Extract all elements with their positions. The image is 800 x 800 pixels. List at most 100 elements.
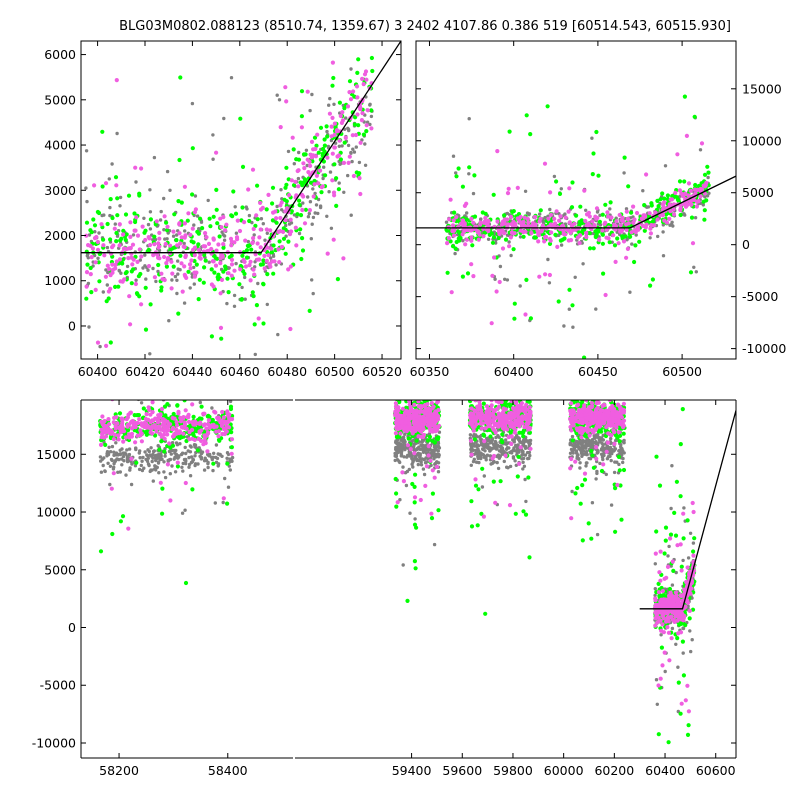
- top-right-point-pink: [451, 218, 456, 223]
- top-left-point-pink: [334, 129, 339, 134]
- top-left-point-green: [270, 201, 275, 206]
- top-left-point-green: [178, 75, 183, 80]
- top-left-point-pink: [293, 225, 298, 230]
- top-right-point-green: [587, 231, 592, 236]
- top-right-point-green: [456, 166, 461, 171]
- bottom-point-gray: [599, 448, 604, 452]
- top-right-point-green: [521, 234, 526, 239]
- top-left-point-pink: [95, 247, 101, 252]
- top-left-point-pink: [330, 115, 335, 120]
- bottom-point-gray: [520, 449, 525, 454]
- top-left-point-gray: [368, 122, 372, 127]
- top-left-point-gray: [101, 290, 106, 294]
- top-left-point-gray: [354, 145, 358, 149]
- top-left-point-gray: [277, 98, 282, 102]
- top-left-point-gray: [261, 222, 265, 226]
- top-left-point-pink: [251, 236, 256, 241]
- top-left-point-pink: [214, 248, 219, 253]
- top-right-point-green: [702, 172, 708, 177]
- bottom-point-gray: [183, 445, 187, 450]
- top-left-point-green: [355, 70, 360, 75]
- top-left-point-green: [123, 212, 129, 217]
- bottom-point-green: [120, 514, 126, 519]
- top-left-point-pink: [164, 261, 169, 266]
- top-left-point-gray: [292, 162, 296, 166]
- top-left-point-gray: [176, 272, 180, 276]
- bottom-point-gray: [411, 392, 414, 395]
- top-left-point-pink: [330, 60, 335, 65]
- bottom-point-green: [432, 440, 437, 445]
- top-left-point-green: [331, 75, 336, 81]
- top-left-point-pink: [258, 200, 263, 205]
- bottom-point-green: [427, 381, 431, 385]
- bottom-point-gray: [403, 471, 408, 475]
- bottom-point-gray: [436, 470, 441, 474]
- top-right-point-pink: [577, 240, 582, 246]
- top-left-point-pink: [110, 245, 115, 250]
- top-left-point-pink: [247, 263, 252, 268]
- bottom-point-gray: [151, 479, 155, 483]
- top-left-point-gray: [146, 222, 151, 227]
- top-left-point-green: [330, 83, 335, 88]
- bottom-point-gray: [127, 447, 132, 451]
- top-left-point-pink: [276, 229, 281, 234]
- top-left-point-green: [88, 265, 93, 271]
- top-left-point-green: [322, 137, 327, 142]
- bottom-point-gray: [474, 451, 478, 455]
- top-left-point-green: [84, 220, 90, 225]
- top-left-point-pink: [343, 135, 348, 140]
- bottom-point-gray: [177, 454, 181, 458]
- top-right-point-pink: [542, 239, 547, 244]
- top-right-point-pink: [548, 222, 554, 227]
- top-right-point-pink: [690, 241, 696, 246]
- bottom-point-green: [477, 294, 481, 298]
- top-right-point-gray: [663, 164, 668, 168]
- bottom-point-gray: [116, 470, 120, 474]
- top-left-point-pink: [286, 267, 291, 272]
- top-right-point-gray: [505, 278, 510, 282]
- top-right-point-pink: [684, 133, 690, 138]
- bottom-point-green: [528, 322, 532, 326]
- top-left-point-gray: [142, 216, 146, 220]
- bottom-point-gray: [179, 452, 184, 457]
- top-right-point-pink: [465, 228, 470, 233]
- bottom-point-gray: [137, 388, 140, 391]
- bottom-point-gray: [497, 449, 502, 453]
- bottom-point-green: [507, 402, 512, 407]
- top-left-point-gray: [104, 268, 108, 272]
- top-right-point-green: [512, 301, 517, 306]
- bottom-point-green: [197, 394, 201, 398]
- top-right-point-pink: [671, 212, 677, 217]
- bottom-point-green: [517, 391, 521, 395]
- top-left-point-pink: [154, 219, 159, 224]
- top-left-point-pink: [237, 228, 243, 234]
- top-left-point-pink: [262, 266, 267, 271]
- top-left-point-pink: [152, 275, 157, 280]
- top-left-point-green: [178, 253, 183, 258]
- top-left-point-gray: [349, 67, 353, 71]
- top-left-point-pink: [294, 243, 299, 248]
- top-right-point-green: [650, 219, 656, 224]
- top-right-point-green: [597, 219, 603, 224]
- top-right-point-pink: [478, 220, 483, 225]
- bottom-point-gray: [200, 450, 205, 454]
- bottom-point-gray: [502, 459, 506, 464]
- bottom-point-green: [606, 394, 610, 398]
- top-right-point-gray: [661, 254, 666, 258]
- bottom-point-gray: [504, 290, 507, 293]
- bottom-point-gray: [187, 465, 191, 469]
- bottom-point-gray: [153, 467, 157, 471]
- bottom-point-gray: [136, 400, 141, 402]
- top-left-point-pink: [341, 256, 346, 261]
- top-right-point-pink: [525, 217, 531, 222]
- bottom-point-green: [478, 315, 482, 319]
- top-right-point-pink: [507, 244, 512, 249]
- top-left-point-green: [136, 274, 141, 279]
- top-left-point-gray: [311, 291, 315, 296]
- top-right-point-green: [457, 235, 462, 240]
- top-left-point-pink: [165, 257, 170, 262]
- top-left-point-green: [252, 322, 257, 327]
- bottom-point-green: [576, 391, 580, 395]
- bottom-point-green: [486, 394, 490, 398]
- top-left-point-green: [239, 297, 244, 302]
